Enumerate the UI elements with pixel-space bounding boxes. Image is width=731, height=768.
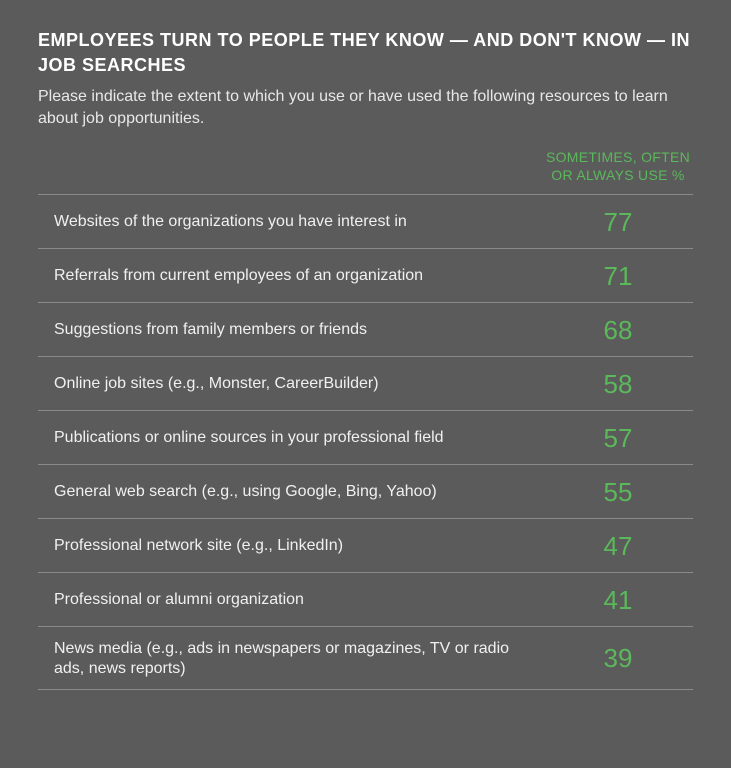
table-row: Suggestions from family members or frien… — [38, 303, 693, 357]
row-value: 55 — [543, 477, 693, 508]
row-label: Professional or alumni organization — [38, 590, 543, 610]
value-column-header: SOMETIMES, OFTEN OR ALWAYS USE % — [543, 148, 693, 184]
row-label: Publications or online sources in your p… — [38, 428, 543, 448]
row-value: 68 — [543, 315, 693, 346]
row-label: Referrals from current employees of an o… — [38, 266, 543, 286]
page-title: EMPLOYEES TURN TO PEOPLE THEY KNOW — AND… — [38, 28, 693, 78]
row-label: Professional network site (e.g., LinkedI… — [38, 536, 543, 556]
page-subtitle: Please indicate the extent to which you … — [38, 86, 693, 129]
row-label: Suggestions from family members or frien… — [38, 320, 543, 340]
table-row: Online job sites (e.g., Monster, CareerB… — [38, 357, 693, 411]
row-value: 58 — [543, 369, 693, 400]
row-label: Online job sites (e.g., Monster, CareerB… — [38, 374, 543, 394]
row-value: 41 — [543, 585, 693, 616]
table-row: Websites of the organizations you have i… — [38, 195, 693, 249]
row-value: 77 — [543, 207, 693, 238]
row-label: News media (e.g., ads in newspapers or m… — [38, 639, 543, 679]
row-label: General web search (e.g., using Google, … — [38, 482, 543, 502]
row-value: 39 — [543, 643, 693, 674]
table-row: Referrals from current employees of an o… — [38, 249, 693, 303]
table-row: Professional network site (e.g., LinkedI… — [38, 519, 693, 573]
table-row: Professional or alumni organization 41 — [38, 573, 693, 627]
row-label: Websites of the organizations you have i… — [38, 212, 543, 232]
data-rows: Websites of the organizations you have i… — [38, 194, 693, 690]
table-row: Publications or online sources in your p… — [38, 411, 693, 465]
table-row: General web search (e.g., using Google, … — [38, 465, 693, 519]
column-header-row: SOMETIMES, OFTEN OR ALWAYS USE % — [38, 148, 693, 194]
table-row: News media (e.g., ads in newspapers or m… — [38, 627, 693, 690]
row-value: 71 — [543, 261, 693, 292]
row-value: 57 — [543, 423, 693, 454]
row-value: 47 — [543, 531, 693, 562]
